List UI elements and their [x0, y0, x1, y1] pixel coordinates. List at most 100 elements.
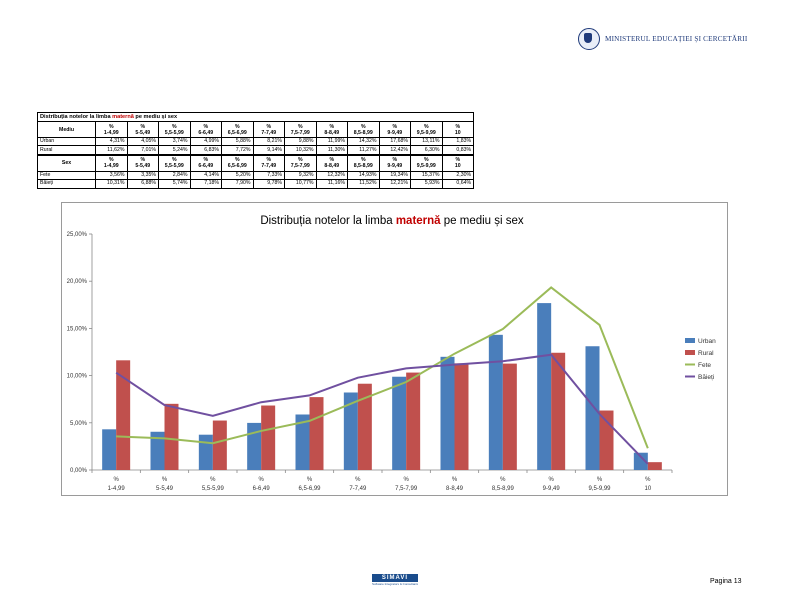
table-column-header: % 8-8,49	[315, 153, 348, 172]
column-range: 5,5-5,99	[164, 163, 184, 170]
table-column-header: % 7-7,49	[252, 121, 285, 138]
bar-urban	[198, 434, 213, 470]
table-title: Distribuția notelor la limba maternă pe …	[36, 112, 475, 122]
table-cell: 12,32%	[315, 170, 348, 181]
table-column-header: % 7,5-7,99	[284, 153, 317, 172]
table-column-header: % 8,5-8,99	[347, 153, 380, 172]
table-cell: 5,93%	[410, 179, 443, 189]
table-cell: 1,83%	[441, 136, 475, 147]
y-tick-label: 5,00%	[70, 421, 88, 427]
line-fete	[116, 286, 649, 449]
column-percent-sign: %	[140, 157, 146, 164]
column-percent-sign: %	[360, 123, 366, 130]
x-tick-prefix: %	[258, 477, 264, 483]
x-tick-label: 6,5-6,99	[298, 486, 321, 492]
bar-rural	[116, 360, 131, 470]
table-cell: 4,14%	[189, 170, 222, 181]
bar-urban	[633, 452, 648, 470]
y-tick-label: 10,00%	[67, 374, 88, 380]
legend-swatch	[685, 338, 695, 343]
table-cell: 13,11%	[410, 136, 443, 147]
bar-urban	[440, 356, 455, 470]
column-percent-sign: %	[171, 123, 177, 130]
table-row-header: Mediu	[37, 121, 96, 138]
simavi-logo-tagline: Software Integrators & Consultants	[372, 582, 418, 586]
table-cell: 5,20%	[221, 170, 254, 181]
y-tick-label: 15,00%	[67, 326, 88, 332]
table-cell: 4,31%	[95, 136, 128, 147]
table-column-header: % 1-4,99	[95, 153, 128, 172]
table-cell: 6,30%	[410, 145, 443, 156]
line-biei	[115, 353, 649, 465]
x-tick-prefix: %	[113, 477, 119, 483]
column-percent-sign: %	[171, 157, 177, 164]
x-tick-prefix: %	[162, 477, 168, 483]
table-cell: 14,32%	[347, 136, 380, 147]
bar-rural	[406, 372, 421, 470]
column-range: 6-6,49	[198, 129, 214, 136]
column-percent-sign: %	[140, 123, 146, 130]
column-percent-sign: %	[108, 123, 114, 130]
x-tick-prefix: %	[355, 477, 361, 483]
table-column-header: % 10	[441, 153, 475, 172]
table-column-header: % 9,5-9,99	[410, 121, 443, 138]
table-cell: 11,62%	[95, 145, 128, 156]
column-percent-sign: %	[266, 123, 272, 130]
table-row: Băieți 10,31% 6,88% 5,74% 7,18% 7,90% 9,78% 10,…	[37, 179, 475, 189]
table-row: Fete 3,56% 3,35% 2,84% 4,14% 5,20% 7,33% 9,32% 1…	[37, 170, 475, 181]
bar-urban	[295, 414, 310, 470]
x-tick-label: 6-6,49	[253, 486, 271, 492]
column-range: 6,5-6,99	[227, 163, 247, 170]
table-cell: 7,90%	[221, 179, 254, 189]
ministry-name: MINISTERUL EDUCAȚIEI ȘI CERCETĂRII	[605, 35, 748, 43]
x-tick-label: 5,5-5,99	[202, 486, 225, 492]
x-tick-label: 8,5-8,99	[492, 486, 515, 492]
x-tick-prefix: %	[645, 477, 651, 483]
table-row: Rural 11,62% 7,01% 5,24% 6,83% 7,72% 9,14% 10,3…	[37, 145, 475, 156]
column-percent-sign: %	[392, 157, 398, 164]
table-cell: 3,74%	[158, 136, 191, 147]
table-column-header: % 5,5-5,99	[158, 153, 191, 172]
page-number: Pagina 13	[710, 578, 742, 585]
legend-swatch	[685, 350, 695, 355]
legend-label: Rural	[698, 350, 714, 357]
bar-rural	[599, 410, 614, 470]
table-cell: 5,24%	[158, 145, 191, 156]
table-title-text: Distribuția notelor la limba	[40, 113, 113, 120]
bar-urban	[488, 334, 503, 470]
column-percent-sign: %	[266, 157, 272, 164]
bar-urban	[537, 303, 552, 470]
table-column-header: % 5,5-5,99	[158, 121, 191, 138]
bar-urban	[343, 392, 358, 470]
table-column-header: % 8-8,49	[315, 121, 348, 138]
table-title-highlight: maternă	[112, 113, 134, 120]
bar-rural	[309, 397, 324, 470]
column-percent-sign: %	[423, 123, 429, 130]
table-cell: 5,88%	[221, 136, 254, 147]
table-cell: 10,32%	[284, 145, 317, 156]
table-cell: 12,42%	[378, 145, 411, 156]
column-percent-sign: %	[234, 157, 240, 164]
table-column-header: % 6-6,49	[189, 121, 222, 138]
bar-urban	[150, 431, 165, 470]
x-tick-prefix: %	[452, 477, 458, 483]
table-cell: 7,33%	[252, 170, 285, 181]
bar-rural	[502, 363, 517, 470]
table-cell: 11,30%	[315, 145, 348, 156]
table-cell: 7,01%	[126, 145, 159, 156]
x-tick-label: 7-7,49	[349, 486, 367, 492]
column-range: 9-9,49	[387, 129, 403, 136]
table-cell: 11,52%	[347, 179, 380, 189]
x-tick-prefix: %	[210, 477, 216, 483]
table-column-header: % 6,5-6,99	[221, 121, 254, 138]
table-cell: 8,21%	[252, 136, 285, 147]
column-percent-sign: %	[203, 157, 209, 164]
table-cell: 17,68%	[378, 136, 411, 147]
column-range: 10	[454, 163, 461, 170]
column-range: 7-7,49	[261, 163, 277, 170]
column-percent-sign: %	[297, 157, 303, 164]
table-header-row: Mediu% 1-4,99% 5-5,49% 5,5-5,99% 6-6,49% 6,5-…	[37, 121, 475, 138]
table-cell: 5,74%	[158, 179, 191, 189]
table-row-header: Sex	[37, 153, 96, 172]
chart-title: Distribuția notelor la limba maternă pe …	[260, 215, 524, 227]
